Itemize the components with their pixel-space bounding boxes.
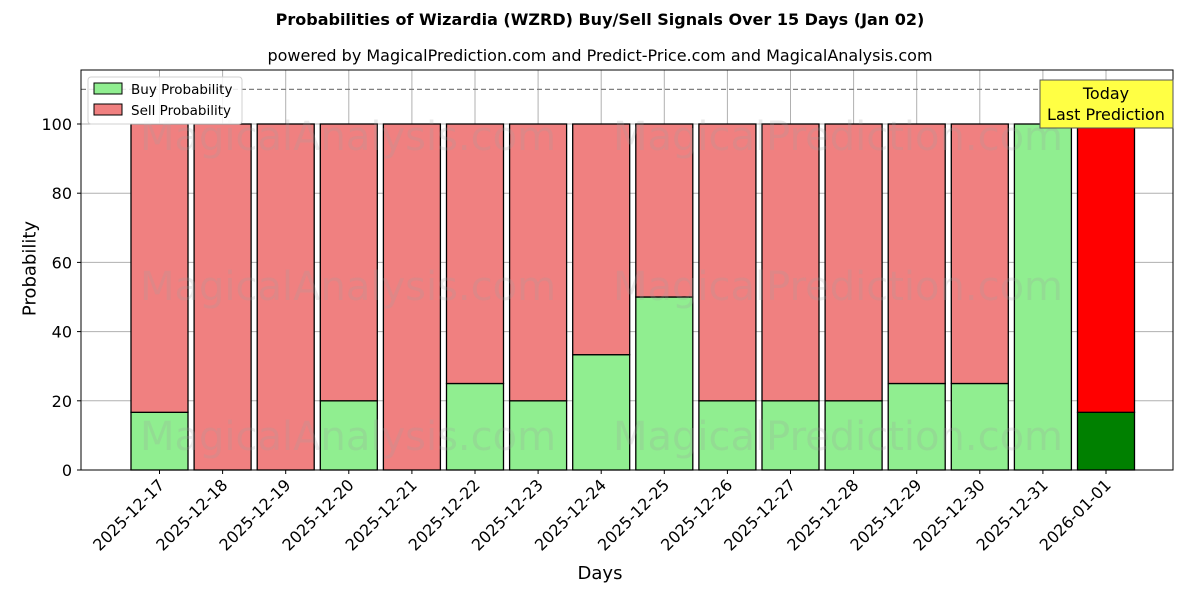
bar-buy: [445, 382, 505, 471]
bar-sell: [950, 123, 1009, 385]
x-axis-label: Days: [577, 563, 623, 584]
annotation-line2: Last Prediction: [1047, 105, 1165, 124]
bar-buy: [761, 400, 820, 471]
annotation-box: [1039, 79, 1174, 129]
today-annotation: Today Last Prediction: [1039, 79, 1174, 129]
bar-buy: [130, 411, 189, 471]
bar-sell: [508, 123, 568, 402]
bar-buy: [950, 382, 1009, 471]
y-axis-label: Probability: [19, 220, 41, 317]
watermark: MagicalPrediction.com: [613, 114, 1063, 160]
bar-sell: [761, 123, 820, 402]
bar-sell: [256, 123, 315, 471]
y-tick-label: 60: [52, 253, 72, 272]
y-tick-label: 40: [52, 323, 72, 342]
bar-buy: [824, 400, 883, 471]
plot-frame: [80, 69, 1174, 471]
bar-buy: [698, 400, 757, 471]
bar-buy: [1076, 411, 1136, 471]
y-tick-label: 100: [41, 115, 72, 134]
bar-sell: [572, 123, 631, 356]
annotation-line1: Today: [1082, 84, 1129, 103]
bar-sell: [445, 123, 505, 385]
watermark: MagicalPrediction.com: [613, 414, 1063, 460]
legend-swatch-sell: [93, 103, 123, 116]
y-tick-label: 80: [52, 184, 72, 203]
legend: Buy Probability Sell Probability: [87, 76, 243, 125]
y-tick-label: 0: [62, 461, 72, 480]
legend-box: [87, 76, 243, 125]
bar-sell: [1076, 123, 1136, 413]
bar-sell: [824, 123, 883, 402]
chart-subtitle: powered by MagicalPrediction.com and Pre…: [267, 46, 933, 65]
watermark: MagicalAnalysis.com: [140, 264, 556, 310]
bar-sell: [698, 123, 757, 402]
legend-swatch-buy: [93, 82, 123, 95]
bar-sell: [319, 123, 378, 402]
bar-sell: [382, 123, 442, 471]
chart-title: Probabilities of Wizardia (WZRD) Buy/Sel…: [275, 10, 925, 29]
y-tick-label: 20: [52, 392, 72, 411]
watermark: MagicalAnalysis.com: [140, 414, 556, 460]
legend-label-sell: Sell Probability: [131, 103, 231, 119]
legend-label-buy: Buy Probability: [131, 82, 232, 98]
bar-sell: [635, 123, 694, 298]
bar-buy: [887, 382, 946, 471]
bar-sell: [887, 123, 946, 385]
watermark: MagicalPrediction.com: [613, 264, 1063, 310]
